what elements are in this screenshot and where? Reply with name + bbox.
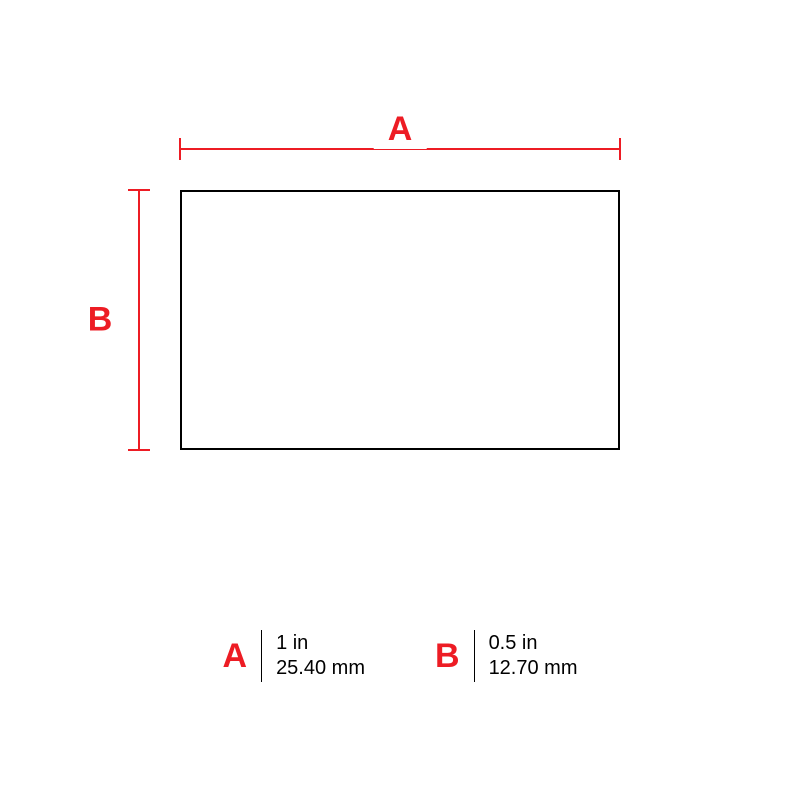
legend-b-inches: 0.5 in — [489, 631, 578, 656]
legend-separator — [474, 630, 475, 682]
legend-letter-b: B — [435, 637, 460, 676]
legend-letter-a: A — [223, 637, 248, 676]
legend-a-mm: 25.40 mm — [276, 656, 365, 681]
legend-item-a: A 1 in 25.40 mm — [223, 630, 366, 682]
legend-b-mm: 12.70 mm — [489, 656, 578, 681]
dimension-legend: A 1 in 25.40 mm B 0.5 in 12.70 mm — [0, 630, 800, 682]
dimension-b-tick-top — [128, 189, 150, 191]
legend-separator — [261, 630, 262, 682]
dimension-a-tick-right — [619, 138, 621, 160]
legend-values-b: 0.5 in 12.70 mm — [489, 631, 578, 681]
legend-values-a: 1 in 25.40 mm — [276, 631, 365, 681]
dimension-a-tick-left — [179, 138, 181, 160]
legend-a-inches: 1 in — [276, 631, 365, 656]
label-rectangle — [180, 190, 620, 450]
legend-item-b: B 0.5 in 12.70 mm — [435, 630, 578, 682]
dimension-b-line — [138, 190, 140, 450]
dimension-b-tick-bottom — [128, 449, 150, 451]
dimension-a-label: A — [374, 110, 427, 149]
dimension-b-label: B — [88, 301, 113, 340]
diagram-canvas: A B A 1 in 25.40 mm B 0.5 in 12.70 mm — [0, 0, 800, 800]
